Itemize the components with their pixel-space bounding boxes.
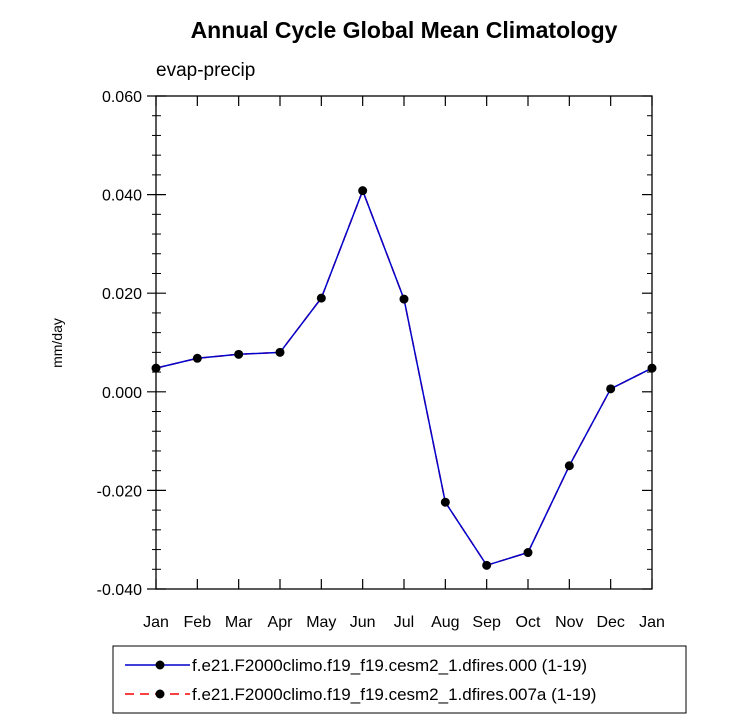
- data-points: [151, 186, 657, 570]
- legend-marker-0: [155, 660, 165, 670]
- x-tick-label: Jul: [394, 614, 414, 631]
- data-point: [399, 294, 409, 304]
- plot-frame: [155, 95, 653, 590]
- legend-box: [112, 645, 687, 714]
- ticks: Jan Feb Mar Apr May Jun Jul Aug Sep Oct Nov Dec Jan 0…: [97, 89, 665, 631]
- legend-label-0: f.e21.F2000climo.f19_f19.cesm2_1.dfires.…: [192, 656, 587, 675]
- y-axis-label: mm/day: [49, 318, 65, 368]
- x-tick-label: Oct: [516, 614, 541, 631]
- y-tick-label: -0.040: [97, 582, 142, 599]
- x-tick-label: Sep: [472, 614, 501, 631]
- y-tick-label: 0.060: [102, 89, 142, 106]
- chart-subtitle: evap-precip: [156, 60, 255, 81]
- data-point: [192, 353, 202, 363]
- legend-label-1: f.e21.F2000climo.f19_f19.cesm2_1.dfires.…: [192, 685, 596, 704]
- legend-marker-1: [155, 689, 165, 699]
- data-point: [523, 548, 533, 558]
- y-tick-label: 0.040: [102, 188, 142, 205]
- x-tick-label: Mar: [225, 614, 253, 631]
- data-point: [482, 560, 492, 570]
- data-point: [234, 349, 244, 359]
- series-line-0: [155, 188, 653, 567]
- data-point: [606, 384, 616, 394]
- data-point: [440, 497, 450, 507]
- chart-title: Annual Cycle Global Mean Climatology: [191, 17, 618, 43]
- data-point: [275, 347, 285, 357]
- y-tick-label: -0.020: [97, 483, 142, 500]
- x-tick-label: Jun: [350, 614, 376, 631]
- legend: f.e21.F2000climo.f19_f19.cesm2_1.dfires.…: [112, 645, 687, 714]
- y-tick-label: 0.000: [102, 385, 142, 402]
- y-tick-label: 0.020: [102, 286, 142, 303]
- x-tick-label: Feb: [184, 614, 212, 631]
- x-tick-label: Jan: [639, 614, 665, 631]
- x-tick-label: Aug: [431, 614, 459, 631]
- x-tick-label: May: [306, 614, 336, 631]
- x-tick-label: Nov: [555, 614, 583, 631]
- x-tick-label: Dec: [596, 614, 624, 631]
- x-tick-label: Apr: [268, 614, 294, 631]
- data-point: [564, 461, 574, 471]
- data-point: [358, 186, 368, 196]
- series-line-1: [155, 188, 653, 567]
- data-point: [316, 293, 326, 303]
- x-tick-label: Jan: [143, 614, 169, 631]
- series-lines: [155, 188, 653, 567]
